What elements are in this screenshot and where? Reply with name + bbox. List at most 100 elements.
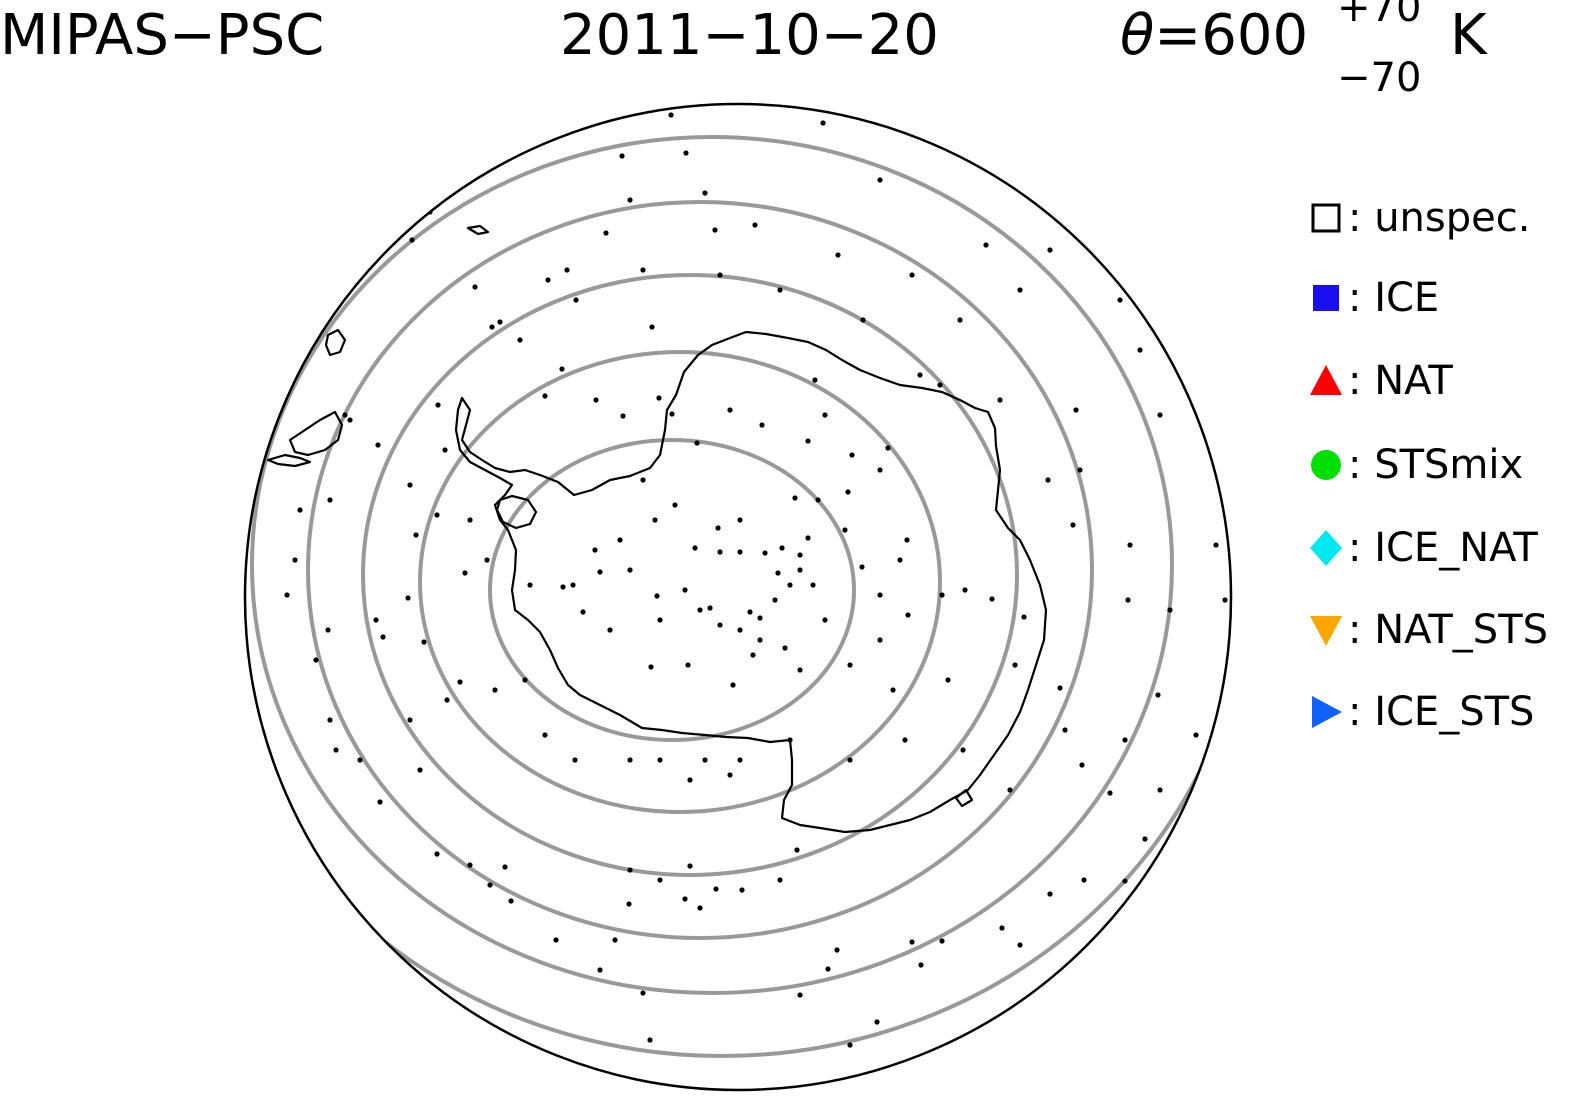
measurement-point (517, 337, 523, 343)
measurement-point (782, 645, 788, 651)
measurement-point (333, 747, 339, 753)
measurement-point (1125, 597, 1131, 603)
coastline-segment (324, 328, 347, 357)
measurement-point (787, 737, 793, 743)
measurement-point (777, 287, 783, 293)
measurement-point (939, 592, 945, 598)
legend-label: : unspec. (1348, 195, 1531, 241)
measurement-point (1189, 382, 1195, 388)
measurement-point (508, 898, 514, 904)
measurement-point (909, 272, 915, 278)
measurement-point (434, 512, 440, 518)
measurement-point (657, 757, 663, 763)
measurement-point (1167, 607, 1173, 613)
measurement-point (467, 517, 473, 523)
measurement-point (794, 847, 800, 853)
measurement-point (1122, 878, 1128, 884)
measurement-point (1047, 247, 1053, 253)
measurement-point (1142, 836, 1148, 842)
measurement-point (712, 227, 718, 233)
measurement-point (284, 592, 290, 598)
measurement-point (313, 657, 319, 663)
measurement-point (617, 537, 623, 543)
measurement-point (687, 863, 693, 869)
measurement-point (822, 412, 828, 418)
measurement-point (797, 667, 803, 673)
coastline-segment (466, 224, 490, 236)
measurement-point (657, 877, 663, 883)
measurement-point (573, 297, 579, 303)
measurement-point (620, 413, 626, 419)
measurement-point (1045, 477, 1051, 483)
measurement-point (407, 717, 413, 723)
measurement-point (1070, 522, 1076, 528)
measurement-point (697, 905, 703, 911)
measurement-point (457, 679, 463, 685)
measurement-point (939, 938, 945, 944)
measurement-point (1007, 787, 1013, 793)
measurement-point (945, 677, 951, 683)
theta-plus: +70 (1337, 0, 1422, 31)
map-boundary (243, 102, 1233, 1092)
measurement-point (1127, 542, 1133, 548)
measurement-point (442, 447, 448, 453)
legend-item: : ICE (1308, 275, 1439, 321)
legend-item: : unspec. (1308, 195, 1531, 241)
legend-item: : NAT (1308, 358, 1453, 404)
coastline-segment (266, 453, 312, 468)
filled-square-icon (1308, 276, 1344, 320)
measurement-point (694, 440, 700, 446)
measurement-point (1062, 727, 1068, 733)
measurement-point (702, 757, 708, 763)
measurement-point (669, 411, 675, 417)
measurement-point (1079, 762, 1085, 768)
measurement-point (580, 609, 586, 615)
measurement-point (752, 222, 758, 228)
measurement-point (654, 593, 660, 599)
measurement-point (640, 267, 646, 273)
measurement-point (405, 595, 411, 601)
measurement-point (572, 757, 578, 763)
measurement-point (775, 570, 781, 576)
measurement-point (737, 627, 743, 633)
measurement-point (1073, 407, 1079, 413)
measurement-point (607, 627, 613, 633)
measurement-point (737, 757, 743, 763)
measurement-point (727, 772, 733, 778)
measurement-point (849, 452, 855, 458)
pv-contours (245, 104, 1231, 1090)
measurement-point (772, 597, 778, 603)
measurement-point (497, 319, 503, 325)
measurement-point (380, 634, 386, 640)
measurement-point (737, 549, 743, 555)
measurement-point (627, 757, 633, 763)
measurement-point (692, 545, 698, 551)
measurement-point (619, 153, 625, 159)
measurement-point (640, 477, 646, 483)
measurement-point (859, 564, 865, 570)
pv-contour-line (488, 438, 856, 742)
measurement-point (484, 557, 490, 563)
measurement-point (792, 495, 798, 501)
measurement-point (683, 150, 689, 156)
diamond-icon (1308, 526, 1344, 570)
measurement-point (434, 851, 440, 857)
theta-symbol: θ (1120, 3, 1155, 68)
measurement-point (1182, 829, 1188, 835)
measurement-point (717, 549, 723, 555)
measurement-point (999, 925, 1005, 931)
circle-icon (1308, 443, 1344, 487)
measurement-point (805, 535, 811, 541)
measurement-point (877, 177, 883, 183)
measurement-point (797, 552, 803, 558)
measurement-point (918, 962, 924, 968)
measurement-point (489, 324, 495, 330)
triangle-down-icon (1308, 608, 1344, 652)
measurement-point (702, 190, 708, 196)
measurement-point (713, 886, 719, 892)
measurement-point (627, 197, 633, 203)
theta-value: =600 (1154, 3, 1309, 68)
measurement-point (897, 557, 903, 563)
triangle-up-icon (1308, 359, 1344, 403)
